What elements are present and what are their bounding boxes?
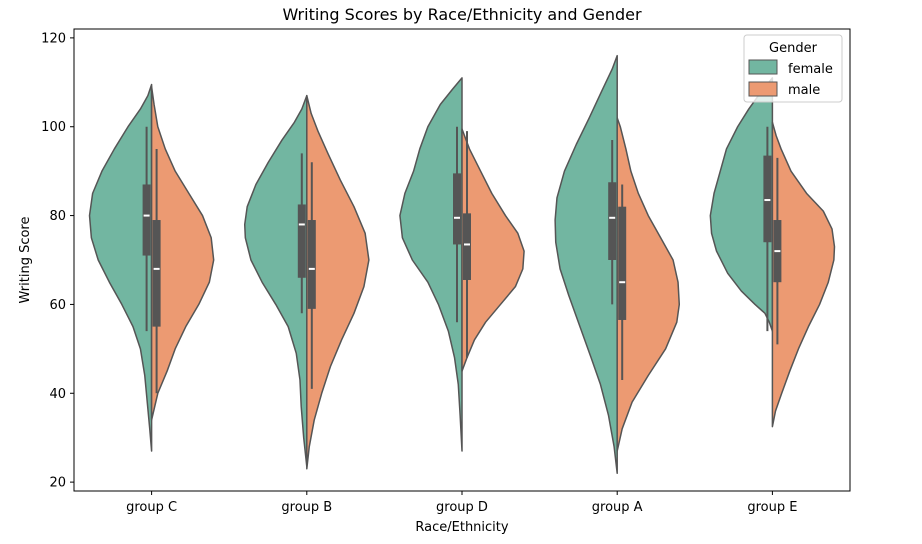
legend-label-male: male <box>788 83 820 98</box>
y-axis-label: Writing Score <box>18 217 33 304</box>
legend-label-female: female <box>788 62 833 77</box>
violin-male-group-B <box>306 94 370 470</box>
y-tick-label-80: 80 <box>49 209 66 224</box>
y-axis: 20 40 60 80 100 120 <box>41 31 74 491</box>
chart-title: Writing Scores by Race/Ethnicity and Gen… <box>282 5 642 24</box>
violin-female-group-A <box>554 54 618 474</box>
iqr-box-female-group-B <box>297 204 306 278</box>
plot-area <box>88 54 836 474</box>
iqr-box-male-group-D <box>463 213 471 280</box>
violin-male-group-A <box>616 117 681 452</box>
iqr-box-female-group-A <box>608 182 617 260</box>
iqr-box-female-group-E <box>763 155 772 243</box>
iqr-box-female-group-C <box>142 184 151 256</box>
x-tick-label-group-E: group E <box>747 500 797 515</box>
y-tick-label-120: 120 <box>41 31 66 46</box>
x-axis-label: Race/Ethnicity <box>415 520 508 535</box>
x-axis: group C group B group D group A group E <box>126 491 797 515</box>
violin-male-group-C <box>150 86 215 421</box>
violin-female-group-B <box>243 94 308 468</box>
legend: Gender female male <box>743 34 843 103</box>
iqr-box-female-group-D <box>453 173 461 245</box>
violin-female-group-C <box>88 83 153 452</box>
iqr-box-male-group-C <box>152 220 161 327</box>
y-tick-label-100: 100 <box>41 120 66 135</box>
legend-swatch-male <box>748 81 778 97</box>
y-tick-label-40: 40 <box>49 387 66 402</box>
violin-female-group-E <box>709 77 774 332</box>
x-tick-label-group-C: group C <box>126 500 177 515</box>
legend-title: Gender <box>769 41 818 56</box>
violin-female-group-D <box>399 77 463 452</box>
y-tick-label-20: 20 <box>49 476 66 491</box>
iqr-box-male-group-A <box>618 206 627 320</box>
x-tick-label-group-B: group B <box>281 500 332 515</box>
violin-male-group-D <box>461 128 525 372</box>
iqr-box-male-group-B <box>307 220 316 309</box>
x-tick-label-group-A: group A <box>592 500 643 515</box>
legend-swatch-female <box>748 59 778 75</box>
x-tick-label-group-D: group D <box>436 500 488 515</box>
violin-male-group-E <box>771 121 836 428</box>
y-tick-label-60: 60 <box>49 298 66 313</box>
